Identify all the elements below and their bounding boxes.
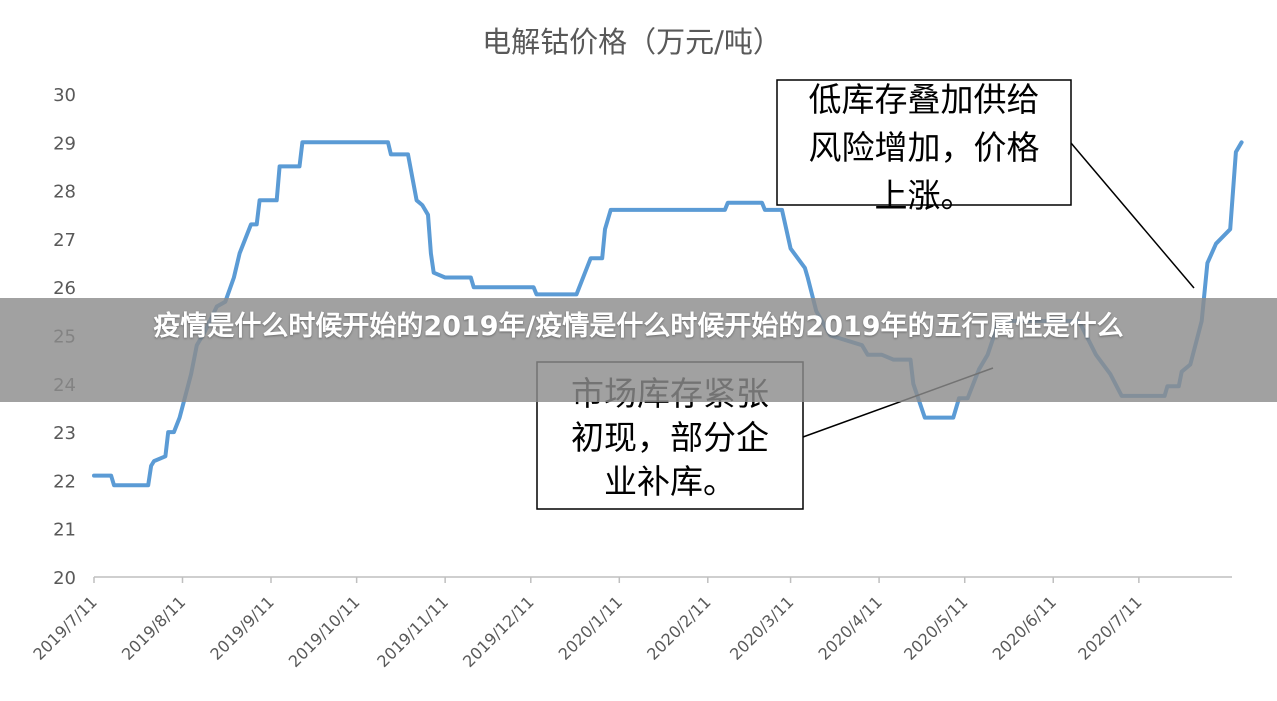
chart-title: 电解钴价格（万元/吨） (482, 25, 782, 59)
y-tick-label: 28 (53, 182, 76, 203)
x-tick-label: 2020/7/11 (1074, 592, 1145, 663)
y-tick-label: 27 (53, 230, 76, 251)
x-tick-label: 2019/8/11 (118, 592, 189, 663)
x-tick-label: 2020/2/11 (643, 592, 714, 663)
callout-text: 初现，部分企 (571, 418, 769, 457)
y-tick-label: 22 (53, 471, 76, 492)
x-tick-label: 2019/10/11 (285, 592, 364, 671)
y-tick-label: 26 (53, 278, 76, 299)
callout-text: 上涨。 (875, 176, 974, 215)
y-tick-label: 30 (53, 85, 76, 106)
callout-text: 低库存叠加供给 (809, 80, 1040, 119)
x-tick-label: 2020/6/11 (989, 592, 1060, 663)
x-tick-label: 2019/11/11 (373, 592, 452, 671)
callout-text: 业补库。 (604, 462, 736, 501)
y-tick-label: 29 (53, 133, 76, 154)
x-tick-label: 2020/4/11 (814, 592, 885, 663)
x-tick-label: 2020/1/11 (555, 592, 626, 663)
x-tick-label: 2019/9/11 (206, 592, 277, 663)
x-tick-label: 2019/7/11 (29, 592, 100, 663)
callout-box (776, 79, 1072, 206)
x-tick-label: 2020/5/11 (900, 592, 971, 663)
y-tick-label: 23 (53, 423, 76, 444)
banner-title: 疫情是什么时候开始的2019年/疫情是什么时候开始的2019年的五行属性是什么 (153, 311, 1124, 342)
y-tick-label: 21 (53, 520, 76, 541)
x-axis: 2019/7/11 2019/8/11 2019/9/11 2019/10/11 201… (29, 576, 1232, 671)
y-tick-label: 20 (53, 568, 76, 589)
callout-text: 风险增加，价格 (809, 128, 1040, 167)
x-tick-label: 2020/3/11 (726, 592, 797, 663)
x-tick-label: 2019/12/11 (459, 592, 538, 671)
title-banner: 疫情是什么时候开始的2019年/疫情是什么时候开始的2019年的五行属性是什么 (0, 298, 1277, 402)
callout-leader-line (1070, 142, 1195, 289)
